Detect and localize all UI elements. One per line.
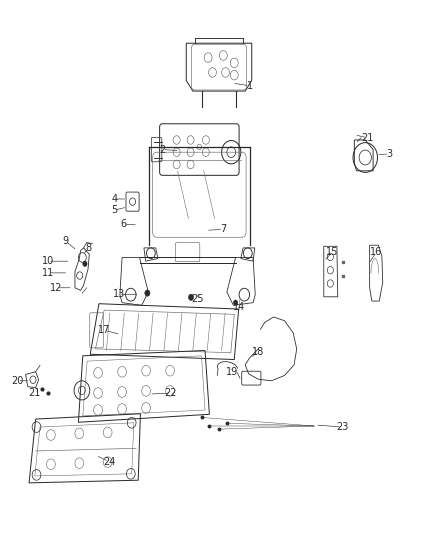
Text: 15: 15 <box>326 247 339 257</box>
Text: 8: 8 <box>85 243 91 253</box>
Text: 17: 17 <box>99 325 111 335</box>
Text: 18: 18 <box>252 346 265 357</box>
Text: 9: 9 <box>62 236 68 246</box>
Text: 14: 14 <box>233 302 245 312</box>
Circle shape <box>188 294 194 301</box>
Text: 23: 23 <box>336 422 348 432</box>
Text: 20: 20 <box>11 376 24 386</box>
Text: 25: 25 <box>191 294 203 304</box>
Text: 21: 21 <box>28 388 41 398</box>
Text: 1: 1 <box>247 81 253 91</box>
Text: 22: 22 <box>165 388 177 398</box>
Text: 21: 21 <box>361 133 374 143</box>
Text: 10: 10 <box>42 256 54 266</box>
Text: 3: 3 <box>386 149 392 159</box>
Text: 6: 6 <box>120 219 126 229</box>
Text: 24: 24 <box>103 457 115 466</box>
Circle shape <box>83 261 87 266</box>
Text: 11: 11 <box>42 268 54 278</box>
Text: 19: 19 <box>226 367 238 377</box>
Text: 4: 4 <box>111 194 117 204</box>
Text: 16: 16 <box>370 247 382 257</box>
Text: 7: 7 <box>220 224 226 235</box>
Circle shape <box>145 290 150 296</box>
Text: 13: 13 <box>113 289 125 299</box>
Text: 5: 5 <box>111 205 117 215</box>
Circle shape <box>233 300 238 305</box>
Text: 2: 2 <box>159 144 166 155</box>
Text: 12: 12 <box>50 283 63 293</box>
